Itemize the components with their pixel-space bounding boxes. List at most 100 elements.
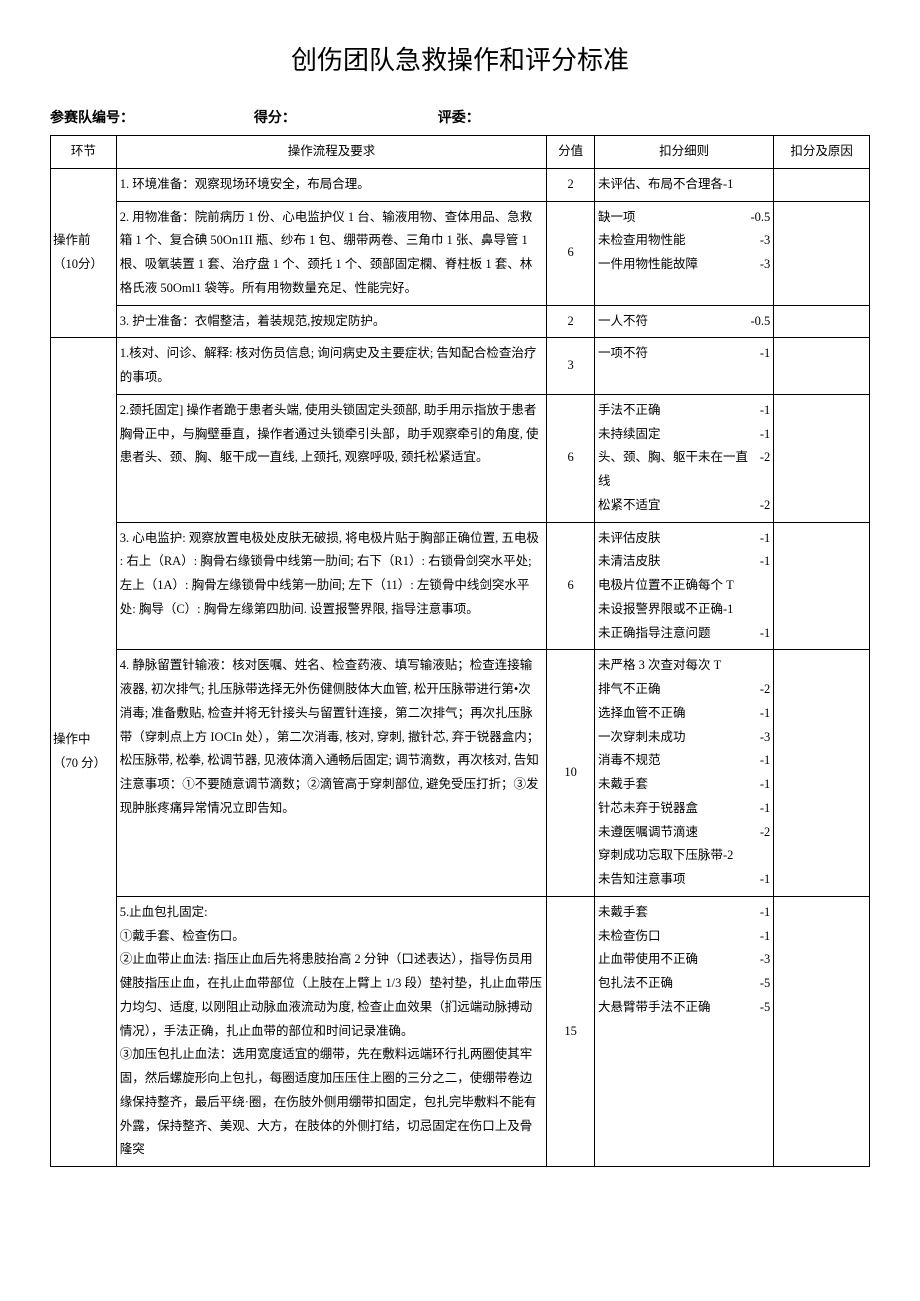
deduction-value: -1: [760, 901, 770, 925]
score-cell: 6: [547, 201, 595, 305]
deduction-line: 未检查用物性能-3: [598, 229, 770, 253]
procedure-cell: 3. 心电监护: 观察放置电极处皮肤无破损, 将电极片贴于胸部正确位置, 五电极…: [116, 522, 546, 650]
reason-cell: [774, 338, 870, 395]
deduction-cell: 一人不符-0.5: [594, 305, 773, 338]
deduction-line: 未评估、布局不合理各-1: [598, 173, 770, 197]
table-row: 3. 心电监护: 观察放置电极处皮肤无破损, 将电极片贴于胸部正确位置, 五电极…: [51, 522, 870, 650]
header-row: 参赛队编号： 得分： 评委：: [50, 107, 870, 127]
deduction-value: -2: [760, 821, 770, 845]
deduction-text: 针芯未弃于锐器盒: [598, 797, 698, 821]
deduction-text: 未设报警界限或不正确-1: [598, 598, 733, 622]
deduction-text: 未告知注意事项: [598, 868, 686, 892]
col-procedure: 操作流程及要求: [116, 136, 546, 169]
deduction-text: 穿刺成功忘取下压脉带-2: [598, 844, 733, 868]
deduction-line: 一项不符-1: [598, 342, 770, 366]
deduction-value: -3: [760, 253, 770, 277]
deduction-value: -2: [760, 678, 770, 702]
deduction-line: 止血带使用不正确-3: [598, 948, 770, 972]
deduction-text: 排气不正确: [598, 678, 661, 702]
deduction-cell: 手法不正确-1未持续固定-1头、颈、胸、躯干未在一直线-2松紧不适宜-2: [594, 394, 773, 522]
deduction-line: 消毒不规范-1: [598, 749, 770, 773]
deduction-line: 排气不正确 -2: [598, 678, 770, 702]
table-row: 操作前（10分）1. 环境准备：观察现场环境安全，布局合理。2未评估、布局不合理…: [51, 168, 870, 201]
col-reason: 扣分及原因: [774, 136, 870, 169]
reason-cell: [774, 650, 870, 897]
deduction-line: 缺一项-0.5: [598, 206, 770, 230]
deduction-line: 未检查伤口 -1: [598, 925, 770, 949]
deduction-text: 电极片位置不正确每个 T: [598, 574, 734, 598]
deduction-line: 未清洁皮肤 -1: [598, 550, 770, 574]
table-row: 操作中（70 分）1.核对、问诊、解释: 核对伤员信息; 询问病史及主要症状; …: [51, 338, 870, 395]
deduction-text: 一次穿刺未成功: [598, 726, 686, 750]
deduction-text: 大悬臂带手法不正确: [598, 996, 711, 1020]
deduction-value: -1: [760, 773, 770, 797]
table-header-row: 环节 操作流程及要求 分值 扣分细则 扣分及原因: [51, 136, 870, 169]
deduction-line: 一人不符-0.5: [598, 310, 770, 334]
deduction-text: 松紧不适宜: [598, 494, 661, 518]
col-stage: 环节: [51, 136, 117, 169]
deduction-value: -2: [760, 446, 770, 494]
deduction-cell: 未戴手套-1未检查伤口-1止血带使用不正确-3包扎法不正确-5大悬臂带手法不正确…: [594, 896, 773, 1166]
deduction-line: 未遵医嘱调节滴速-2: [598, 821, 770, 845]
deduction-line: 一次穿刺未成功 -3: [598, 726, 770, 750]
deduction-value: -3: [760, 948, 770, 972]
deduction-text: 未持续固定: [598, 423, 661, 447]
deduction-value: -3: [760, 726, 770, 750]
deduction-value: -1: [760, 925, 770, 949]
deduction-cell: 未严格 3 次查对每次 T排气不正确-2选择血管不正确-1一次穿刺未成功-3消毒…: [594, 650, 773, 897]
deduction-value: -1: [760, 399, 770, 423]
score-cell: 6: [547, 522, 595, 650]
deduction-cell: 缺一项-0.5未检查用物性能-3一件用物性能故障-3: [594, 201, 773, 305]
deduction-text: 头、颈、胸、躯干未在一直线: [598, 446, 760, 494]
deduction-value: -5: [760, 996, 770, 1020]
deduction-text: 未检查用物性能: [598, 229, 686, 253]
deduction-cell: 未评估、布局不合理各-1: [594, 168, 773, 201]
stage-cell: 操作中（70 分）: [51, 338, 117, 1167]
deduction-text: 包扎法不正确: [598, 972, 673, 996]
deduction-value: -1: [760, 797, 770, 821]
deduction-value: -5: [760, 972, 770, 996]
deduction-value: -1: [760, 550, 770, 574]
score-label: 得分：: [254, 107, 434, 127]
deduction-value: -1: [760, 342, 770, 366]
procedure-cell: 1.核对、问诊、解释: 核对伤员信息; 询问病史及主要症状; 告知配合检查治疗的…: [116, 338, 546, 395]
col-score: 分值: [547, 136, 595, 169]
scoring-table: 环节 操作流程及要求 分值 扣分细则 扣分及原因 操作前（10分）1. 环境准备…: [50, 135, 870, 1167]
deduction-value: -1: [760, 423, 770, 447]
deduction-value: -2: [760, 494, 770, 518]
deduction-text: 未戴手套: [598, 901, 648, 925]
reason-cell: [774, 168, 870, 201]
col-deduction: 扣分细则: [594, 136, 773, 169]
deduction-line: 未正确指导注意问题-1: [598, 622, 770, 646]
procedure-cell: 4. 静脉留置针输液：核对医嘱、姓名、检查药液、填写输液贴；检查连接输液器, 初…: [116, 650, 546, 897]
deduction-line: 电极片位置不正确每个 T: [598, 574, 770, 598]
reason-cell: [774, 394, 870, 522]
table-row: 5.止血包扎固定: ①戴手套、检查伤口。 ②止血带止血法: 指压止血后先将患肢抬…: [51, 896, 870, 1166]
score-cell: 6: [547, 394, 595, 522]
procedure-cell: 3. 护士准备：衣帽整洁，着装规范,按规定防护。: [116, 305, 546, 338]
deduction-line: 头、颈、胸、躯干未在一直线-2: [598, 446, 770, 494]
reason-cell: [774, 522, 870, 650]
score-cell: 15: [547, 896, 595, 1166]
deduction-value: -0.5: [751, 206, 771, 230]
deduction-text: 未戴手套: [598, 773, 648, 797]
deduction-line: 未戴手套 -1: [598, 773, 770, 797]
deduction-line: 包扎法不正确 -5: [598, 972, 770, 996]
deduction-text: 未严格 3 次查对每次 T: [598, 654, 721, 678]
deduction-line: 针芯未弃于锐器盒 -1: [598, 797, 770, 821]
score-cell: 2: [547, 305, 595, 338]
deduction-line: 未设报警界限或不正确-1: [598, 598, 770, 622]
deduction-line: 松紧不适宜 -2: [598, 494, 770, 518]
deduction-text: 未检查伤口: [598, 925, 661, 949]
deduction-text: 一人不符: [598, 310, 648, 334]
score-cell: 2: [547, 168, 595, 201]
deduction-line: 选择血管不正确-1: [598, 702, 770, 726]
table-row: 4. 静脉留置针输液：核对医嘱、姓名、检查药液、填写输液贴；检查连接输液器, 初…: [51, 650, 870, 897]
deduction-value: -1: [760, 622, 770, 646]
deduction-line: 手法不正确-1: [598, 399, 770, 423]
deduction-line: 未持续固定 -1: [598, 423, 770, 447]
deduction-text: 未清洁皮肤: [598, 550, 661, 574]
deduction-value: -1: [760, 527, 770, 551]
score-cell: 10: [547, 650, 595, 897]
judge-label: 评委：: [438, 107, 480, 127]
